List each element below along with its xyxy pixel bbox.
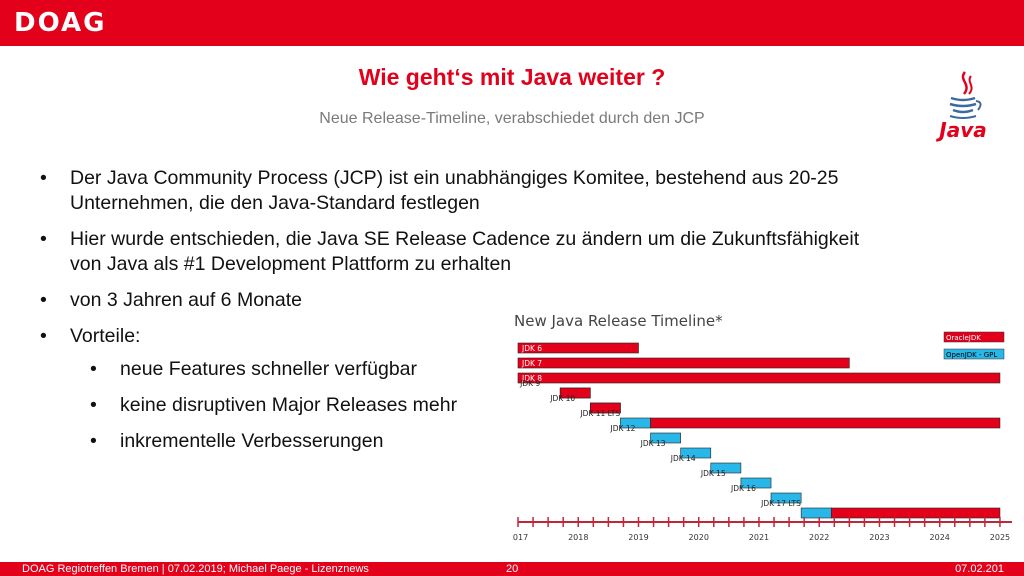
release-timeline-chart: New Java Release Timeline* OracleJDK OpenJ… — [508, 302, 1022, 552]
bullet-marker: • — [90, 394, 97, 416]
timeline-svg: New Java Release Timeline* OracleJDK OpenJ… — [508, 312, 1012, 542]
x-axis-label: 2017 — [512, 533, 528, 542]
bullet-text: von 3 Jahren auf 6 Monate — [70, 289, 302, 311]
x-axis-label: 2018 — [568, 533, 588, 542]
release-label: JDK 11 LTS — [579, 409, 620, 418]
bullet-item: • Vorteile: • neue Features schneller verf… — [40, 324, 870, 454]
bar-openjdk — [710, 462, 742, 474]
bullet-item: • Der Java Community Process (JCP) ist ei… — [40, 166, 870, 216]
bar-openjdk — [800, 507, 832, 519]
legend-swatch — [943, 331, 1005, 343]
release-label: JDK 9 — [519, 379, 540, 388]
bullet-marker: • — [40, 167, 47, 189]
bullet-text: Der Java Community Process (JCP) ist ein… — [70, 167, 839, 214]
bar-oraclejdk — [589, 402, 621, 414]
x-axis-label: 2020 — [689, 533, 709, 542]
bar-openjdk — [770, 492, 802, 504]
bar-oraclejdk — [650, 417, 1001, 429]
release-label: JDK 10 — [549, 394, 575, 403]
release-label: JDK 7 — [521, 359, 542, 368]
sub-bullet-item: • neue Features schneller verfügbar — [70, 357, 870, 382]
bar-openjdk — [680, 447, 712, 459]
bar-oraclejdk — [517, 372, 1001, 384]
x-axis-label: 2021 — [749, 533, 769, 542]
bar-oraclejdk — [517, 342, 639, 354]
top-bar: DOAG — [0, 0, 1024, 46]
bar-openjdk — [740, 477, 772, 489]
bullet-marker: • — [40, 228, 47, 250]
slide-title: Wie geht‘s mit Java weiter ? — [358, 64, 666, 90]
bullet-marker: • — [90, 358, 97, 380]
bullet-list: • Der Java Community Process (JCP) ist ei… — [40, 166, 870, 465]
sub-bullet-item: • keine disruptiven Major Releases mehr — [70, 393, 870, 418]
release-label: JDK 6 — [521, 344, 542, 353]
release-label: JDK 13 — [640, 439, 666, 448]
bullet-text: Vorteile: — [70, 325, 141, 347]
release-label: JDK 12 — [610, 424, 636, 433]
bullet-item: • Hier wurde entschieden, die Java SE Rel… — [40, 227, 870, 277]
java-cup-icon — [949, 71, 982, 119]
x-axis-label: 2022 — [809, 533, 829, 542]
footer-left-text: DOAG Regiotreffen Bremen | 07.02.2019; M… — [22, 563, 369, 575]
bar-oraclejdk — [830, 507, 1001, 519]
footer-date: 07.02.201 — [955, 563, 1004, 575]
chart-title: New Java Release Timeline* — [514, 312, 723, 330]
legend-label: OracleJDK — [946, 334, 981, 342]
x-axis-label: 2019 — [628, 533, 648, 542]
x-axis-label: 2024 — [930, 533, 950, 542]
legend-swatch — [943, 348, 1005, 360]
bullet-item: • von 3 Jahren auf 6 Monate — [40, 288, 870, 313]
bullet-text: Hier wurde entschieden, die Java SE Rele… — [70, 228, 860, 275]
slide-subtitle: Neue Release-Timeline, verabschiedet dur… — [319, 110, 705, 127]
sub-bullet-text: inkrementelle Verbesserungen — [120, 430, 384, 452]
x-axis-label: 2023 — [869, 533, 889, 542]
sub-bullet-list: • neue Features schneller verfügbar • kein… — [70, 357, 870, 454]
bar-openjdk — [650, 432, 681, 444]
release-label: JDK 8 — [521, 374, 542, 383]
bullet-marker: • — [40, 289, 47, 311]
bullet-marker: • — [40, 325, 47, 347]
footer-bar: DOAG Regiotreffen Bremen | 07.02.2019; M… — [0, 562, 1024, 576]
bullet-marker: • — [90, 430, 97, 452]
x-axis-label: 2025 — [990, 533, 1010, 542]
sub-bullet-text: neue Features schneller verfügbar — [120, 358, 418, 380]
release-label: JDK 16 — [730, 484, 756, 493]
release-label: JDK 14 — [670, 454, 696, 463]
sub-bullet-text: keine disruptiven Major Releases mehr — [120, 394, 458, 416]
java-logo-text: Java — [939, 118, 987, 142]
doag-logo: DOAG — [14, 8, 107, 38]
release-label: JDK 17 LTS — [760, 499, 801, 508]
bar-oraclejdk — [559, 387, 591, 399]
legend-label: OpenJDK - GPL — [946, 351, 997, 359]
bar-oraclejdk — [517, 357, 850, 369]
sub-bullet-item: • inkrementelle Verbesserungen — [70, 429, 870, 454]
page-number: 20 — [506, 563, 519, 575]
release-label: JDK 15 — [700, 469, 726, 478]
